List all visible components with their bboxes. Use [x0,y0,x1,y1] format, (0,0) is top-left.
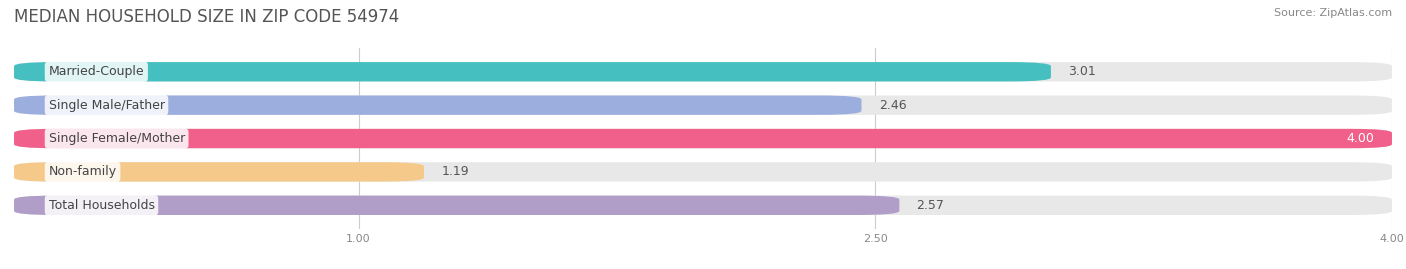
FancyBboxPatch shape [14,129,1392,148]
Text: Married-Couple: Married-Couple [48,65,145,78]
Text: 4.00: 4.00 [1347,132,1375,145]
FancyBboxPatch shape [14,95,862,115]
FancyBboxPatch shape [14,196,900,215]
FancyBboxPatch shape [14,162,425,182]
FancyBboxPatch shape [14,95,1392,115]
Text: 1.19: 1.19 [441,165,468,178]
FancyBboxPatch shape [14,196,1392,215]
Text: Single Female/Mother: Single Female/Mother [48,132,184,145]
Text: Source: ZipAtlas.com: Source: ZipAtlas.com [1274,8,1392,18]
Text: MEDIAN HOUSEHOLD SIZE IN ZIP CODE 54974: MEDIAN HOUSEHOLD SIZE IN ZIP CODE 54974 [14,8,399,26]
Text: 2.46: 2.46 [879,99,907,112]
Text: Single Male/Father: Single Male/Father [48,99,165,112]
FancyBboxPatch shape [14,129,1392,148]
FancyBboxPatch shape [14,62,1392,82]
FancyBboxPatch shape [14,162,1392,182]
Text: 2.57: 2.57 [917,199,945,212]
Text: Non-family: Non-family [48,165,117,178]
Text: Total Households: Total Households [48,199,155,212]
FancyBboxPatch shape [14,62,1050,82]
Text: 3.01: 3.01 [1069,65,1095,78]
